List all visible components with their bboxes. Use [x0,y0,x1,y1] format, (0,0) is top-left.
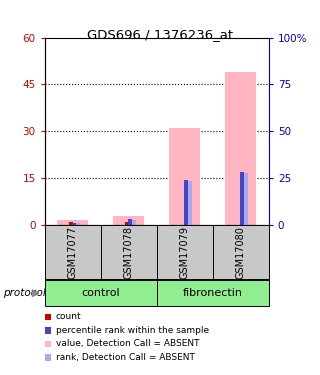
Bar [169,128,200,225]
Text: GSM17079: GSM17079 [180,226,190,279]
Bar [72,223,76,225]
Text: GSM17080: GSM17080 [236,226,246,279]
Text: fibronectin: fibronectin [183,288,243,298]
Text: percentile rank within the sample: percentile rank within the sample [56,326,209,335]
Text: GSM17078: GSM17078 [124,226,134,279]
Text: protocol: protocol [3,288,46,298]
Bar [113,216,144,225]
Text: GDS696 / 1376236_at: GDS696 / 1376236_at [87,28,233,41]
Bar [76,224,80,225]
Bar [45,327,51,334]
Bar [188,181,192,225]
Bar [184,180,188,225]
Bar [157,280,269,306]
Bar [225,72,256,225]
Text: control: control [82,288,120,298]
Bar [45,314,51,320]
Bar [132,220,136,225]
Bar [68,222,73,225]
Bar [124,222,129,225]
Bar [45,280,157,306]
Bar [57,220,88,225]
Bar [240,172,244,225]
Bar [213,225,269,279]
Text: count: count [56,312,82,321]
Bar [244,173,248,225]
Text: rank, Detection Call = ABSENT: rank, Detection Call = ABSENT [56,353,195,362]
Bar [157,225,213,279]
Bar [101,225,157,279]
Bar [45,340,51,347]
Bar [128,219,132,225]
Text: GSM17077: GSM17077 [68,226,78,279]
Bar [45,225,101,279]
Bar [45,354,51,361]
Text: value, Detection Call = ABSENT: value, Detection Call = ABSENT [56,339,199,348]
